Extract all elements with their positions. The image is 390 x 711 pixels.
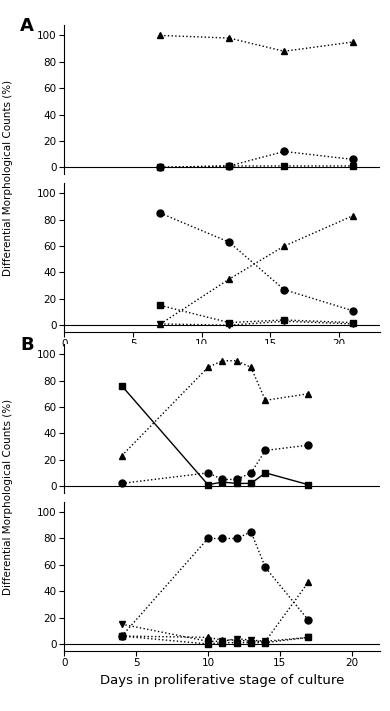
Text: Differential Morphological Counts (%): Differential Morphological Counts (%) [3, 399, 13, 595]
Text: B: B [20, 336, 34, 354]
Text: Differential Morphological Counts (%): Differential Morphological Counts (%) [3, 80, 13, 277]
X-axis label: Days of culture: Days of culture [172, 355, 273, 368]
Text: A: A [20, 18, 34, 36]
X-axis label: Days in proliferative stage of culture: Days in proliferative stage of culture [100, 674, 344, 687]
